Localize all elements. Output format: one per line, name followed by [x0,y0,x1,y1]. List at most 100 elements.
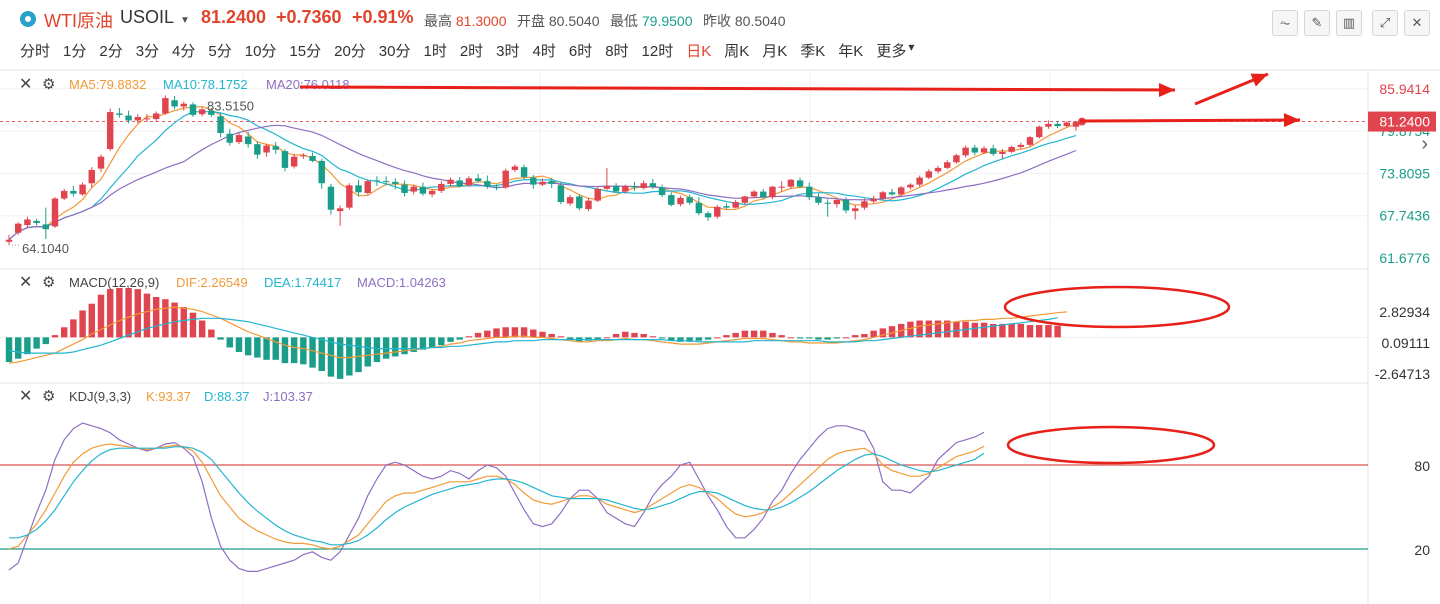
candle-body[interactable] [373,180,381,182]
expand-icon[interactable]: ⤢ [1372,10,1398,36]
candle-body[interactable] [447,179,454,184]
candle-body[interactable] [419,186,427,194]
candle-body[interactable] [401,184,408,193]
candle-body[interactable] [649,183,657,187]
candle-body[interactable] [631,186,638,188]
candle-body[interactable] [557,185,565,203]
candle-body[interactable] [125,115,132,121]
tab-4时[interactable]: 4时 [532,43,556,60]
candle-body[interactable] [944,162,951,168]
candle-body[interactable] [677,197,684,205]
candle-body[interactable] [208,110,215,115]
tab-12时[interactable]: 12时 [641,43,674,60]
symbol-code[interactable]: USOIL [120,7,175,27]
candle-body[interactable] [97,156,105,169]
candle-icon[interactable]: ▥ [1336,10,1362,36]
candle-body[interactable] [33,220,40,223]
tab-3时[interactable]: 3时 [496,43,520,60]
tab-日K[interactable]: 日K [686,43,712,60]
candle-body[interactable] [244,136,252,145]
candle-body[interactable] [70,190,77,194]
candle-body[interactable] [272,146,279,150]
candle-body[interactable] [695,202,703,214]
candle-body[interactable] [1063,122,1071,127]
candle-body[interactable] [741,196,749,203]
candle-body[interactable] [217,116,224,134]
candle-body[interactable] [263,145,270,153]
candle-body[interactable] [474,178,482,182]
candle-body[interactable] [824,202,831,204]
candle-body[interactable] [254,144,261,155]
candle-body[interactable] [382,181,390,183]
candle-body[interactable] [888,192,896,195]
candle-body[interactable] [226,133,233,143]
more-chevron-down-icon[interactable]: ▾ [908,40,915,54]
candle-body[interactable] [60,190,68,199]
close-icon[interactable]: ✕ [1404,10,1430,36]
candle-body[interactable] [796,180,804,187]
candle-body[interactable] [1026,137,1034,145]
candle-body[interactable] [576,196,583,209]
candle-body[interactable] [162,98,169,114]
candle-body[interactable] [51,198,59,227]
candle-body[interactable] [925,171,933,178]
candle-body[interactable] [806,186,813,198]
candle-body[interactable] [750,191,758,197]
candle-body[interactable] [318,160,325,184]
tab-5分[interactable]: 5分 [208,43,232,60]
tab-周K[interactable]: 周K [724,43,750,60]
candle-body[interactable] [658,187,666,196]
candle-body[interactable] [594,188,601,201]
tab-2分[interactable]: 2分 [99,43,123,60]
candle-body[interactable] [612,186,620,192]
candle-body[interactable] [428,190,436,195]
candle-body[interactable] [143,118,151,120]
candle-body[interactable] [106,112,114,150]
candle-body[interactable] [723,206,730,208]
candle-body[interactable] [1045,123,1052,127]
candle-body[interactable] [530,177,537,185]
candle-body[interactable] [290,156,298,167]
candle-body[interactable] [79,184,86,195]
candle-body[interactable] [769,186,776,198]
candle-body[interactable] [566,197,574,204]
candle-body[interactable] [438,183,445,191]
candle-body[interactable] [953,155,960,163]
candle-body[interactable] [1072,121,1080,127]
candle-body[interactable] [42,224,50,230]
candle-body[interactable] [907,184,914,188]
candle-body[interactable] [603,186,611,189]
candle-body[interactable] [189,104,197,115]
candle-body[interactable] [1017,144,1025,147]
candle-body[interactable] [336,208,344,212]
candle-body[interactable] [962,147,969,156]
candle-body[interactable] [300,155,307,157]
candle-body[interactable] [1008,146,1015,152]
candle-body[interactable] [392,181,399,184]
candle-body[interactable] [24,219,31,226]
candle-body[interactable] [714,206,721,217]
tab-15分[interactable]: 15分 [289,43,322,60]
tab-6时[interactable]: 6时 [568,43,593,60]
candle-body[interactable] [934,167,942,172]
candle-body[interactable] [355,185,362,193]
candle-body[interactable] [971,147,979,153]
candle-body[interactable] [898,187,905,195]
candle-body[interactable] [116,113,123,115]
candle-body[interactable] [493,186,500,188]
candle-body[interactable] [778,186,785,188]
candle-body[interactable] [152,113,160,120]
candle-body[interactable] [760,191,767,198]
candle-body[interactable] [456,180,463,187]
candle-body[interactable] [548,181,555,184]
candle-body[interactable] [732,202,739,208]
candle-body[interactable] [484,181,491,187]
candle-body[interactable] [861,201,868,208]
candle-body[interactable] [585,200,592,210]
candle-body[interactable] [916,177,923,185]
candle-body[interactable] [309,156,316,161]
tab-8时[interactable]: 8时 [605,43,629,60]
tab-3分[interactable]: 3分 [135,43,160,60]
candle-body[interactable] [364,181,371,193]
